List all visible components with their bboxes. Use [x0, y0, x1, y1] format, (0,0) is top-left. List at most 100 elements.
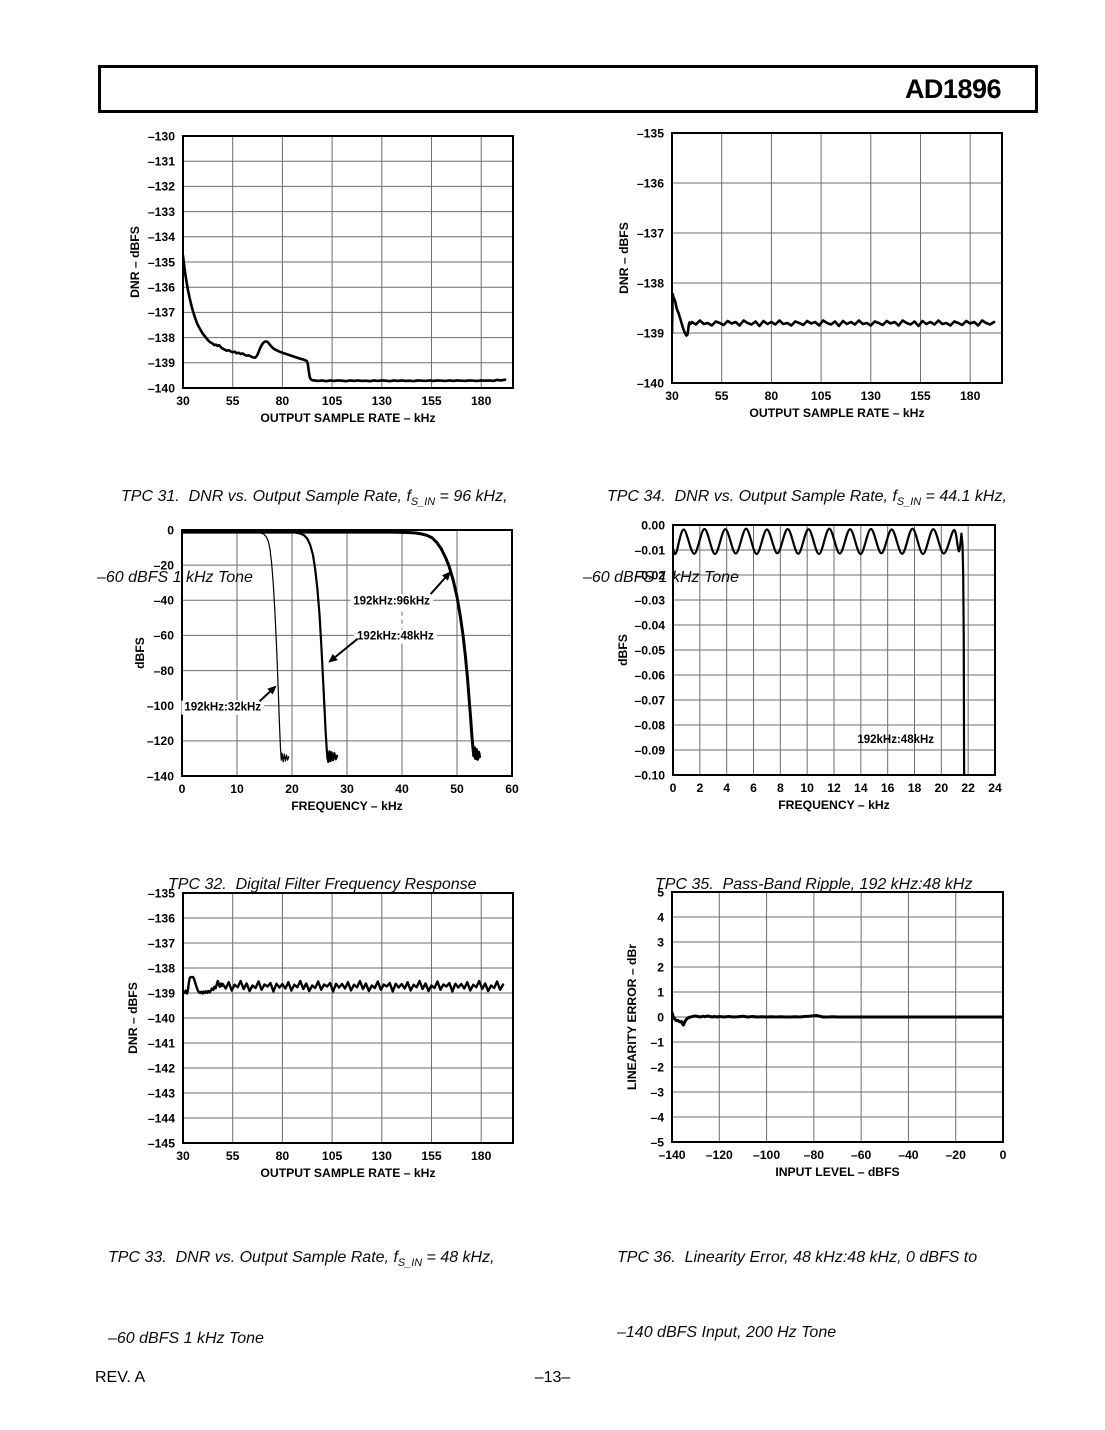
tpc32-xtick-label: 0: [179, 782, 186, 796]
tpc33-figure: 30 55 80 105 130 155 180 –135 –136 –137 –138 –139 –1…: [95, 879, 540, 1181]
tpc35-ytick-label: –0.07: [635, 693, 666, 707]
caption-line1: TPC 34. DNR vs. Output Sample Rate, fS_I…: [583, 484, 1063, 515]
page-number: –13–: [534, 1369, 571, 1386]
tpc34-xaxis-title: OUTPUT SAMPLE RATE – kHz: [749, 406, 924, 420]
tpc33-xtick-label: 80: [276, 1149, 290, 1163]
tpc31-xtick-label: 80: [276, 394, 290, 408]
tpc31-ytick-label: –137: [148, 306, 175, 320]
tpc31-yaxis-title: DNR – dBFS: [128, 226, 142, 298]
tpc32-xtick-label: 40: [395, 782, 409, 796]
tpc34-plot-border: [671, 132, 1003, 384]
tpc31-ytick-label: –134: [148, 230, 175, 244]
caption-text: TPC 35. Pass-Band Ripple, 192 kHz:48 kHz: [655, 876, 973, 893]
caption-line1: TPC 32. Digital Filter Frequency Respons…: [168, 872, 648, 897]
tpc36-ytick-label: –1: [650, 1035, 664, 1049]
tpc33-ytick-label: –143: [148, 1086, 175, 1100]
tpc35-plot-border: [672, 524, 996, 776]
tpc34-xtick-label: 155: [910, 389, 931, 403]
caption-line2: –140 dBFS Input, 200 Hz Tone: [617, 1324, 837, 1341]
tpc36-xtick-label: –80: [804, 1148, 825, 1162]
tpc33-xtick-label: 130: [372, 1149, 393, 1163]
tpc33-xaxis-title: OUTPUT SAMPLE RATE – kHz: [260, 1166, 435, 1180]
tpc35-xtick-label: 8: [777, 781, 784, 795]
caption-line2: –60 dBFS 1 kHz Tone: [108, 1330, 264, 1348]
tpc36-xtick-label: –100: [753, 1148, 780, 1162]
tpc32-ytick-label: –100: [147, 699, 174, 713]
tpc33-ytick-label: –139: [148, 986, 175, 1000]
caption-subscript: S_IN: [410, 496, 436, 509]
tpc31-ytick-label: –139: [148, 356, 175, 370]
tpc31-figure: 30 55 80 105 130 155 180 –130 –131 –132 –133 –134 –1…: [95, 122, 540, 425]
tpc32-chart-svg: 192kHz:96kHz 192kHz:48kHz 192kHz:32kHz 0 10 2…: [133, 523, 519, 813]
tpc36-ytick-label: 1: [657, 985, 664, 999]
tpc32-annotation-arrow: [258, 690, 271, 703]
tpc32-xtick-label: 30: [340, 782, 354, 796]
part-number: AD1896: [904, 73, 1002, 104]
tpc33-ytick-label: –140: [148, 1011, 175, 1025]
tpc36-ytick-label: 0: [657, 1010, 664, 1024]
caption-line1: TPC 31. DNR vs. Output Sample Rate, fS_I…: [97, 484, 577, 515]
tpc35-xtick-label: 2: [696, 781, 703, 795]
caption-line1: TPC 36. Linearity Error, 48 kHz:48 kHz, …: [617, 1245, 1097, 1270]
tpc32-ytick-label: –40: [154, 594, 175, 608]
tpc31-ytick-label: –138: [148, 331, 175, 345]
caption-text: = 96 kHz,: [435, 488, 508, 505]
tpc36-xtick-label: –140: [658, 1148, 685, 1162]
tpc36-figure: –140 –120 –100 –80 –60 –40 –20 0 5 4 3 2 1 0 –1 –2 –3 –4 –…: [584, 877, 1029, 1179]
tpc35-xtick-label: 12: [827, 781, 841, 795]
tpc31-xtick-label: 105: [322, 394, 343, 408]
tpc36-xtick-label: –60: [851, 1148, 872, 1162]
tpc36-ytick-label: –2: [650, 1060, 664, 1074]
tpc36-chart-svg: –140 –120 –100 –80 –60 –40 –20 0 5 4 3 2 1 0 –1 –2 –3 –4 –…: [625, 885, 1007, 1179]
caption-text: TPC 31. DNR vs. Output Sample Rate, f: [121, 488, 411, 505]
tpc36-xaxis-title: INPUT LEVEL – dBFS: [775, 1165, 899, 1179]
tpc35-xtick-label: 22: [961, 781, 975, 795]
tpc35-xaxis-title: FREQUENCY – kHz: [778, 798, 890, 812]
caption-text: = 44.1 kHz,: [921, 488, 1007, 505]
tpc32-xtick-label: 20: [285, 782, 299, 796]
tpc33-xtick-label: 30: [176, 1149, 190, 1163]
tpc31-xtick-label: 155: [421, 394, 442, 408]
tpc36-ytick-label: –5: [650, 1135, 664, 1149]
tpc33-ytick-label: –145: [148, 1136, 175, 1150]
caption-text: TPC 36. Linearity Error, 48 kHz:48 kHz, …: [617, 1249, 978, 1266]
tpc35-ytick-label: 0.00: [641, 518, 665, 532]
tpc35-xtick-label: 4: [723, 781, 730, 795]
tpc35-ytick-label: –0.05: [635, 643, 666, 657]
tpc33-plot-border: [182, 892, 514, 1144]
tpc35-xtick-label: 0: [670, 781, 677, 795]
tpc32-figure: 192kHz:96kHz 192kHz:48kHz 192kHz:32kHz 0 10 2…: [95, 516, 540, 816]
tpc33-chart-svg: 30 55 80 105 130 155 180 –135 –136 –137 –138 –139 –1…: [126, 886, 514, 1180]
tpc34-xtick-label: 105: [811, 389, 832, 403]
tpc35-xtick-label: 20: [935, 781, 949, 795]
caption-line1: TPC 35. Pass-Band Ripple, 192 kHz:48 kHz: [655, 872, 1105, 897]
tpc34-series-dnr-44k1-input: [672, 292, 996, 337]
tpc32-annotation-arrow: [334, 638, 359, 658]
tpc34-figure: 30 55 80 105 130 155 180 –135 –136 –137 –138 –139 –1…: [584, 120, 1029, 420]
tpc36-series-linearity-error: [672, 1011, 1003, 1027]
tpc34-ytick-label: –139: [637, 326, 664, 340]
tpc33-xtick-label: 155: [421, 1149, 442, 1163]
tpc33-ytick-label: –136: [148, 911, 175, 925]
tpc33-yaxis-title: DNR – dBFS: [126, 982, 140, 1054]
tpc31-ytick-label: –132: [148, 180, 175, 194]
tpc34-yaxis-title: DNR – dBFS: [617, 222, 631, 294]
tpc35-series-passband-ripple: [673, 527, 963, 556]
tpc36-xtick-label: –120: [706, 1148, 733, 1162]
tpc35-ytick-label: –0.09: [635, 743, 666, 757]
caption-line1: TPC 33. DNR vs. Output Sample Rate, fS_I…: [108, 1245, 588, 1276]
tpc35-xtick-label: 6: [750, 781, 757, 795]
tpc36-xtick-label: –20: [946, 1148, 967, 1162]
tpc32-annotation-arrow: [429, 577, 446, 595]
tpc31-ytick-label: –131: [148, 155, 175, 169]
tpc34-ytick-label: –138: [637, 276, 664, 290]
tpc36-ytick-label: 4: [657, 910, 664, 924]
caption-subscript: S_IN: [896, 496, 922, 509]
tpc31-ytick-label: –140: [148, 381, 175, 395]
tpc35-xtick-label: 10: [800, 781, 814, 795]
tpc35-annotation-label: 192kHz:48kHz: [857, 734, 934, 746]
tpc34-xtick-label: 180: [960, 389, 981, 403]
tpc34-ytick-label: –137: [637, 226, 664, 240]
tpc33-series-dnr-48k-input: [183, 975, 505, 995]
tpc31-xtick-label: 180: [471, 394, 492, 408]
